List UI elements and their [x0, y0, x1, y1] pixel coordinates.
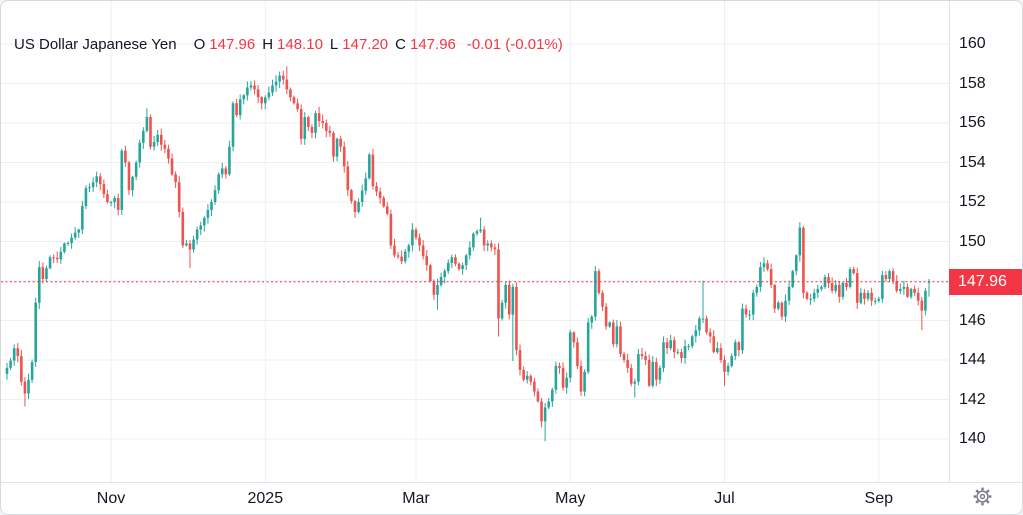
price-tick-label: 156 — [959, 114, 986, 131]
high-value: 148.10 — [277, 36, 323, 53]
open-label: O — [193, 36, 206, 53]
last-price-text: 147.96 — [958, 272, 1007, 290]
chart-area[interactable] — [1, 1, 949, 482]
last-price-label: 147.96 — [949, 268, 1022, 295]
time-axis-label: Sep — [864, 490, 893, 507]
price-scale[interactable]: 160158156154152150148146144142140 — [949, 1, 1022, 482]
close-value: 147.96 — [410, 36, 456, 53]
price-tick-label: 160 — [959, 35, 986, 52]
time-axis-label: 2025 — [247, 490, 284, 507]
price-tick-label: 146 — [959, 311, 986, 329]
open-value: 147.96 — [209, 36, 256, 53]
candlestick-chart[interactable] — [1, 1, 949, 482]
time-axis-label: Jul — [714, 490, 735, 507]
price-tick-label: 152 — [959, 193, 986, 210]
close-label: C — [395, 36, 406, 53]
gridlines — [1, 1, 949, 482]
time-axis-label: May — [555, 490, 586, 507]
high-label: H — [262, 36, 274, 53]
price-tick-label: 142 — [959, 390, 986, 408]
settings-button[interactable] — [969, 486, 995, 512]
time-scale[interactable]: Nov 2025 Mar May Jul Sep — [1, 482, 1022, 514]
gear-icon — [973, 487, 992, 511]
time-axis-label: Nov — [96, 490, 126, 507]
symbol-title[interactable]: US Dollar Japanese Yen — [14, 36, 177, 53]
price-tick-label: 150 — [959, 232, 986, 250]
change-value: -0.01 (-0.01%) — [466, 36, 563, 53]
price-tick-label: 144 — [959, 351, 986, 368]
low-value: 147.20 — [342, 36, 389, 53]
price-tick-label: 140 — [959, 430, 986, 447]
time-axis-label: Mar — [402, 490, 430, 507]
price-tick-label: 154 — [959, 153, 986, 171]
legend: US Dollar Japanese Yen O 147.96 H 148.10… — [14, 36, 563, 53]
candles — [5, 66, 931, 442]
low-label: L — [329, 36, 339, 53]
price-tick-label: 158 — [959, 74, 986, 92]
